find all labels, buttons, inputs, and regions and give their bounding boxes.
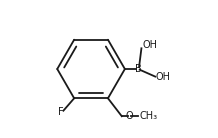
Text: B: B <box>135 64 141 74</box>
Text: F: F <box>58 107 64 117</box>
Text: CH₃: CH₃ <box>140 111 158 121</box>
Text: O: O <box>126 111 133 121</box>
Text: OH: OH <box>156 72 171 82</box>
Text: OH: OH <box>142 40 157 50</box>
